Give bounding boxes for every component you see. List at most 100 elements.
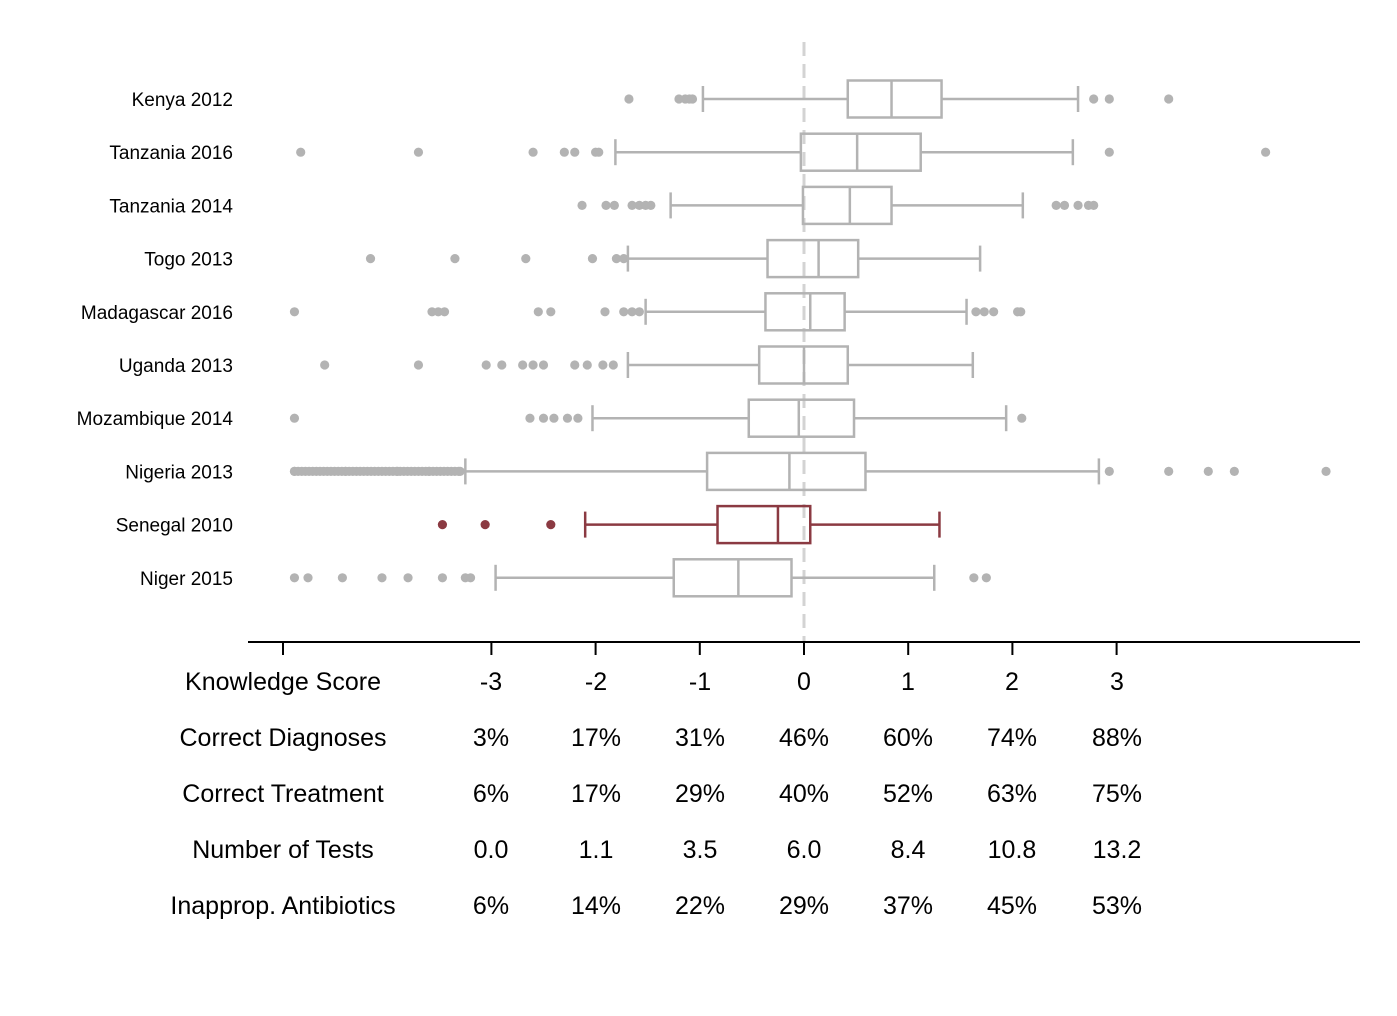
table-cell: 10.8 <box>988 836 1037 864</box>
outlier-point <box>437 520 448 530</box>
table-cell: 0 <box>797 668 811 696</box>
iqr-box <box>846 79 943 119</box>
outlier-point <box>1017 413 1027 423</box>
outlier-point <box>582 360 592 370</box>
table-cell: 1.1 <box>579 836 614 864</box>
outlier-point <box>598 360 608 370</box>
outlier-point <box>577 200 587 210</box>
outlier-point <box>289 413 300 423</box>
outlier-point <box>1104 94 1114 104</box>
iqr-box <box>672 558 793 598</box>
iqr-box <box>747 398 856 438</box>
table-row-label-knowledge-score: Knowledge Score <box>185 668 381 696</box>
outlier-point <box>600 307 610 317</box>
outlier-point <box>1229 466 1239 476</box>
table-cell: 46% <box>779 724 829 752</box>
outlier-point <box>687 94 698 104</box>
outlier-point <box>521 254 531 264</box>
table-cell: 75% <box>1092 780 1142 808</box>
outlier-point <box>619 254 629 264</box>
box-mozambique-2014 <box>289 398 1027 438</box>
table-cell: 6% <box>473 780 509 808</box>
iqr-box <box>716 504 812 545</box>
outlier-point <box>465 573 476 583</box>
outlier-point <box>413 360 424 370</box>
table-cell: 1 <box>901 668 915 696</box>
table-cell: 13.2 <box>1093 836 1142 864</box>
table-row-label-number-of-tests: Number of Tests <box>192 836 374 864</box>
outlier-point <box>320 360 330 370</box>
category-label-nigeria-2013: Nigeria 2013 <box>125 462 233 483</box>
category-label-madagascar-2016: Madagascar 2016 <box>81 303 233 324</box>
outlier-point <box>1104 147 1114 157</box>
category-label-togo-2013: Togo 2013 <box>144 250 233 271</box>
outlier-point <box>1089 94 1099 104</box>
outlier-point <box>289 573 300 583</box>
outlier-point <box>573 413 583 423</box>
outlier-point <box>559 147 569 157</box>
outlier-point <box>481 360 491 370</box>
box-nigeria-2013 <box>289 451 1331 492</box>
outlier-point <box>528 147 538 157</box>
iqr-box <box>705 451 867 492</box>
table-cell: 6.0 <box>787 836 822 864</box>
table-cell: 3 <box>1110 668 1124 696</box>
table-cell: 17% <box>571 780 621 808</box>
outlier-point <box>989 307 999 317</box>
outlier-point <box>1164 94 1174 104</box>
outlier-point <box>549 413 559 423</box>
outlier-point <box>377 573 387 583</box>
outlier-point <box>453 466 464 476</box>
outlier-point <box>1321 466 1331 476</box>
table-cell: 8.4 <box>891 836 926 864</box>
outlier-point <box>413 147 424 157</box>
category-label-tanzania-2014: Tanzania 2014 <box>109 196 233 217</box>
outlier-point <box>1016 307 1026 317</box>
table-cell: 2 <box>1005 668 1019 696</box>
table-cell: 74% <box>987 724 1037 752</box>
outlier-point <box>403 573 413 583</box>
outlier-point <box>546 307 556 317</box>
table-cell: 6% <box>473 892 509 920</box>
outlier-point <box>1104 466 1114 476</box>
table-cell: 3% <box>473 724 509 752</box>
table-cell: 63% <box>987 780 1037 808</box>
outlier-point <box>601 200 611 210</box>
outlier-point <box>608 360 618 370</box>
outlier-point <box>497 360 507 370</box>
outlier-point <box>570 360 580 370</box>
outlier-point <box>570 147 580 157</box>
category-label-niger-2015: Niger 2015 <box>140 569 233 590</box>
outlier-point <box>634 307 644 317</box>
table-cell: -2 <box>585 668 607 696</box>
outlier-point <box>296 147 306 157</box>
table-cell: 40% <box>779 780 829 808</box>
category-label-kenya-2012: Kenya 2012 <box>132 90 233 111</box>
outlier-point <box>1073 200 1083 210</box>
outlier-point <box>518 360 528 370</box>
outlier-point <box>1261 147 1271 157</box>
table-cell: 52% <box>883 780 933 808</box>
box-niger-2015 <box>289 558 991 598</box>
outlier-point <box>437 573 448 583</box>
table-cell: 45% <box>987 892 1037 920</box>
box-kenya-2012 <box>624 79 1174 119</box>
outlier-point <box>562 413 573 423</box>
outlier-point <box>450 254 460 264</box>
table-cell: 29% <box>675 780 725 808</box>
outlier-point <box>971 307 981 317</box>
table-cell: 53% <box>1092 892 1142 920</box>
outlier-point <box>619 307 629 317</box>
box-togo-2013 <box>365 238 982 279</box>
score-conversion-table: Knowledge Score -3 -2 -1 0 1 2 3 Correct Diagnos… <box>170 668 1142 920</box>
table-cell: 3.5 <box>683 836 718 864</box>
outlier-point <box>1164 466 1174 476</box>
table-cell: 37% <box>883 892 933 920</box>
table-row-label-correct-diagnoses: Correct Diagnoses <box>179 724 386 752</box>
outlier-point <box>594 147 604 157</box>
iqr-box <box>766 238 860 279</box>
outlier-point <box>969 573 979 583</box>
box-madagascar-2016 <box>289 292 1026 332</box>
outlier-point <box>538 413 549 423</box>
category-label-tanzania-2016: Tanzania 2016 <box>109 143 233 164</box>
